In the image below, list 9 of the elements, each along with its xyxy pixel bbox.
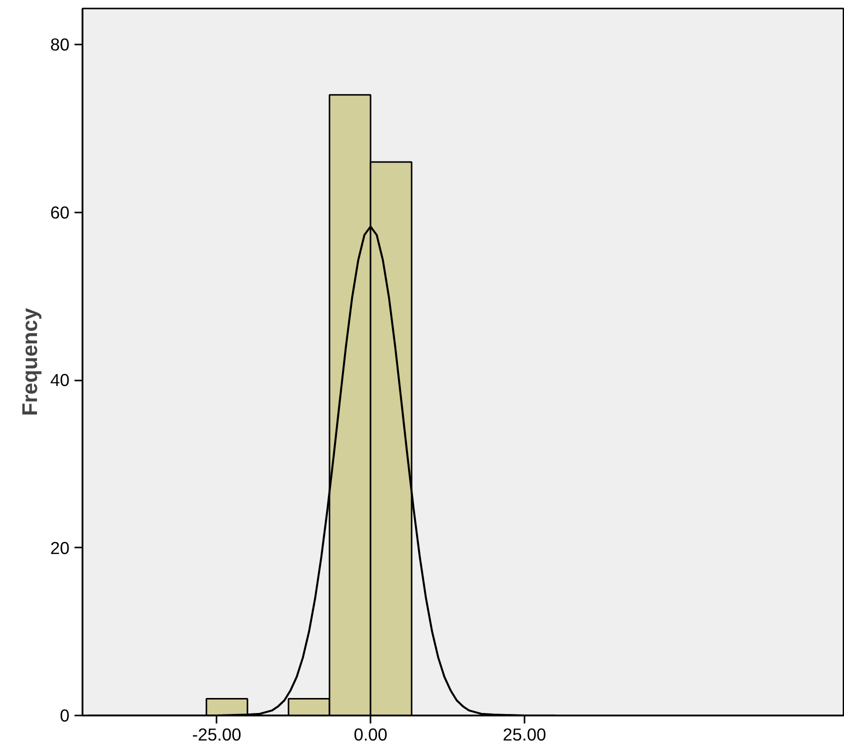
y-tick-label: 60 [50,202,70,222]
x-tick-label: 0.00 [354,724,388,744]
x-tick-label: -25.00 [192,724,242,744]
y-tick-label: 80 [50,34,70,55]
y-tick-label: 20 [50,538,70,558]
y-tick-label: 0 [60,706,70,726]
x-tick-label: 25.00 [502,724,546,744]
y-axis-title: Frequency [18,308,42,416]
y-tick-label: 40 [50,370,70,390]
